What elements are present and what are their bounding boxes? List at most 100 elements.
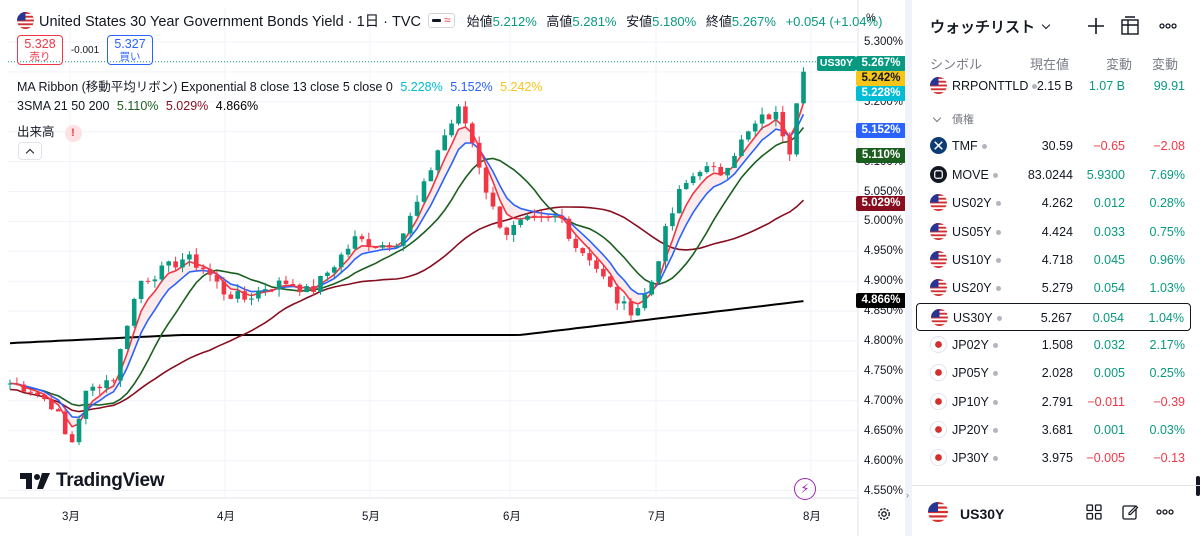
ma-ribbon-legend[interactable]: MA Ribbon (移動平均リボン) Exponential 8 close … (17, 76, 547, 95)
watchlist-row[interactable]: TMF 30.59 −0.65 −2.08 (916, 132, 1191, 160)
row-change: 5.9300 (1086, 168, 1125, 182)
chart-pane[interactable]: United States 30 Year Government Bonds Y… (0, 0, 906, 536)
sma200-value: 4.866% (215, 99, 259, 113)
row-last: 1.508 (1041, 338, 1073, 352)
scrollbar[interactable] (1196, 476, 1200, 496)
row-change-pct: 0.28% (1149, 196, 1185, 210)
col-chg[interactable]: 変動 (1106, 57, 1133, 72)
watchlist-row[interactable]: MOVE 83.0244 5.9300 7.69% (916, 161, 1191, 189)
sma50-price-tag: 5.029% (856, 196, 906, 211)
watchlist-row[interactable]: US02Y 4.262 0.012 0.28% (916, 189, 1191, 217)
row-last: 2.15 B (1036, 79, 1073, 93)
symbol-title[interactable]: United States 30 Year Government Bonds Y… (39, 13, 422, 30)
row-change-pct: −0.39 (1153, 395, 1185, 409)
sma50-line (9, 199, 805, 413)
watchlist-row[interactable]: JP02Y 1.508 0.032 2.17% (916, 331, 1191, 359)
more-icon[interactable] (1156, 14, 1180, 38)
close-label: 終値 (705, 13, 732, 29)
candle-body (656, 261, 661, 282)
row-change-pct: 7.69% (1149, 168, 1185, 182)
row-symbol: JP20Y (952, 423, 998, 437)
col-last[interactable]: 現在値 (1030, 57, 1070, 72)
sma-legend[interactable]: 3SMA 21 50 200 5.110% 5.029% 4.866% (17, 99, 262, 113)
tv-logo-text: TradingView (56, 470, 165, 491)
candle-body (235, 291, 240, 299)
candle-body (483, 167, 489, 193)
candle-body (166, 261, 171, 266)
edit-icon[interactable] (1120, 502, 1140, 522)
sell-price: 5.328 (24, 37, 56, 51)
axis-unit[interactable]: % (866, 12, 876, 24)
section-bonds[interactable]: 債権 (932, 111, 974, 127)
us-flag-icon (17, 11, 34, 29)
watchlist-row[interactable]: JP20Y 3.681 0.001 0.03% (916, 416, 1191, 444)
watchlist-row[interactable]: US20Y 5.279 0.054 1.03% (916, 274, 1191, 302)
add-symbol-icon[interactable] (1084, 14, 1108, 38)
status-dot-icon (992, 371, 998, 377)
watchlist-row[interactable]: US10Y 4.718 0.045 0.96% (916, 246, 1191, 274)
candle-body (283, 280, 289, 284)
grid-icon[interactable] (1084, 502, 1104, 522)
sma200-line (9, 300, 804, 345)
row-change: −0.011 (1087, 395, 1125, 409)
row-change-pct: 1.03% (1149, 281, 1185, 295)
chevron-right-icon[interactable]: › (906, 490, 909, 500)
candle-body (470, 123, 475, 143)
watchlist-row[interactable]: JP10Y 2.791 −0.011 −0.39 (916, 388, 1191, 416)
jp-flag-icon (930, 393, 947, 410)
watchlist-row[interactable]: JP05Y 2.028 0.005 0.25% (916, 359, 1191, 387)
watchlist-row[interactable]: RRPONTTLD 2.15 B 1.07 B 99.91 (916, 72, 1191, 100)
layout-icon[interactable] (1118, 14, 1142, 38)
candle-body (690, 176, 696, 184)
time-tick-label: 8月 (803, 511, 821, 523)
watchlist-row[interactable]: US05Y 4.424 0.033 0.75% (916, 218, 1191, 246)
watchlist-row[interactable]: US30Y 5.267 0.054 1.04% (916, 303, 1191, 331)
collapse-legend-button[interactable] (18, 142, 42, 160)
candle-body (338, 254, 344, 268)
candle-body (138, 280, 144, 299)
candle-body (601, 268, 606, 277)
col-symbol[interactable]: シンボル (930, 57, 983, 72)
row-last: 4.262 (1041, 196, 1073, 210)
details-symbol[interactable]: US30Y (960, 506, 1005, 522)
candle-body (476, 142, 482, 168)
watchlist-title[interactable]: ウォッチリスト (930, 16, 1051, 37)
candle-body (559, 215, 565, 219)
more-icon[interactable] (1154, 502, 1176, 522)
sell-button[interactable]: 5.328 売り (17, 35, 63, 65)
watchlist-row[interactable]: JP30Y 3.975 −0.005 −0.13 (916, 444, 1191, 472)
price-tick-label: 4.600% (864, 454, 904, 467)
gear-icon[interactable] (876, 506, 892, 522)
bolt-icon[interactable]: ⚡ (794, 478, 816, 500)
chart-type-pill[interactable]: ≈ (428, 12, 455, 28)
candle-body (352, 236, 358, 249)
row-change-pct: 0.03% (1149, 423, 1185, 437)
price-tick-label: 4.850% (864, 305, 904, 318)
candle-body (90, 386, 96, 391)
price-tick-label: 4.800% (864, 335, 904, 347)
warning-icon[interactable]: ! (64, 125, 82, 142)
status-dot-icon (995, 286, 1001, 292)
row-last: 30.59 (1041, 139, 1073, 153)
status-dot-icon (996, 316, 1002, 322)
buy-price: 5.327 (114, 37, 146, 51)
buy-button[interactable]: 5.327 買い (107, 35, 153, 65)
candle-body (414, 201, 420, 216)
price-chart[interactable] (0, 0, 905, 536)
buy-label: 買い (119, 51, 141, 63)
candle-body (249, 298, 254, 300)
candle-body (311, 286, 316, 292)
row-change: 0.032 (1093, 338, 1125, 352)
time-tick-label: 4月 (217, 511, 235, 523)
section-label: 債権 (952, 114, 974, 126)
row-symbol: JP10Y (952, 395, 998, 409)
col-chgp[interactable]: 変動 (1152, 57, 1179, 72)
open-value: 5.212% (492, 13, 537, 29)
candle-body (83, 390, 89, 419)
tradingview-logo[interactable]: TradingView (20, 470, 165, 492)
row-change-pct: 1.04% (1148, 311, 1184, 325)
us-flag-icon (930, 251, 947, 268)
volume-legend[interactable]: 出来高! (17, 121, 86, 142)
row-last: 3.975 (1041, 451, 1073, 465)
pane-divider[interactable]: › (905, 0, 912, 536)
